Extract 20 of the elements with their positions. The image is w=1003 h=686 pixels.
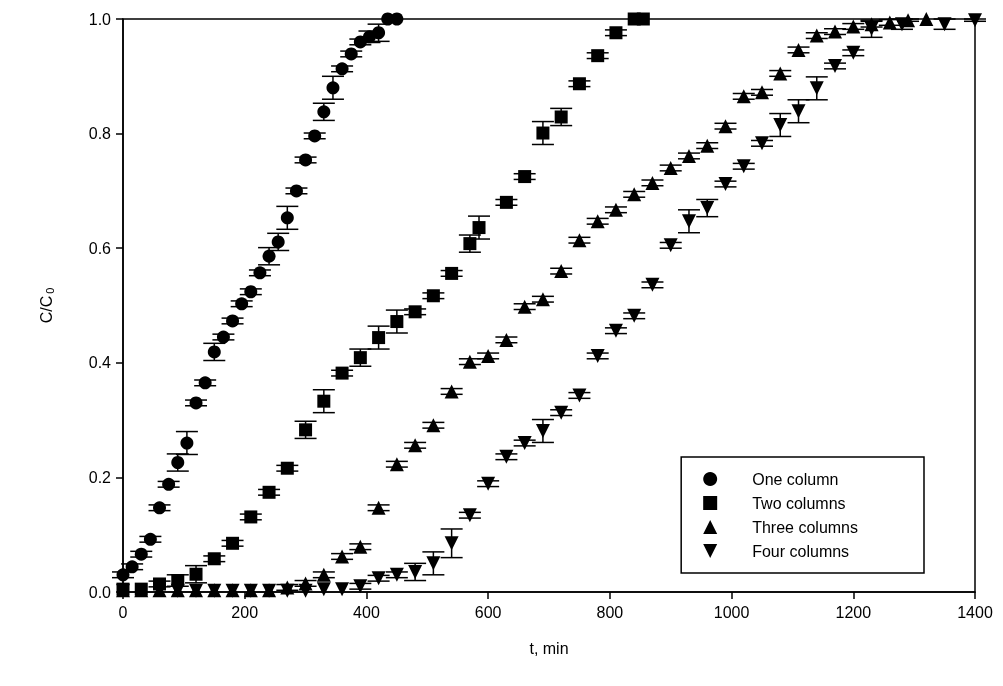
x-tick-label: 1400 xyxy=(957,603,993,621)
legend-label: Four columns xyxy=(752,542,850,560)
x-tick-label: 1200 xyxy=(835,603,872,621)
legend-label: Two columns xyxy=(752,494,846,512)
y-tick-label: 1.0 xyxy=(88,10,112,28)
y-tick-label: 0.2 xyxy=(88,468,112,486)
x-tick-label: 400 xyxy=(353,603,380,621)
x-tick-label: 800 xyxy=(596,603,624,621)
x-tick-label: 600 xyxy=(474,603,502,621)
y-tick-label: 0.4 xyxy=(88,354,112,372)
y-tick-label: 0.8 xyxy=(88,125,112,143)
legend-label: Three columns xyxy=(752,518,859,536)
y-tick-label: 0.6 xyxy=(88,239,112,257)
legend-label: One column xyxy=(752,470,839,488)
y-tick-label: 0.0 xyxy=(88,583,112,601)
x-tick-label: 200 xyxy=(231,603,259,621)
x-axis-title: t, min xyxy=(529,639,569,657)
x-tick-label: 1000 xyxy=(713,603,750,621)
x-tick-label: 0 xyxy=(118,603,128,621)
y-axis-title: C/C0 xyxy=(38,287,56,324)
